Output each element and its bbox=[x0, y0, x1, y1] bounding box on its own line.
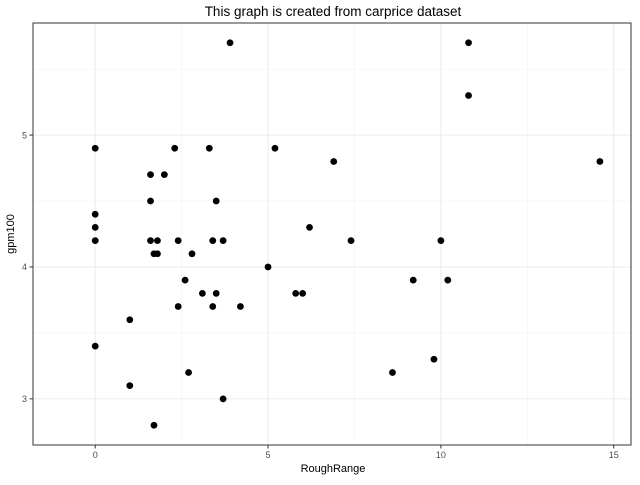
data-point bbox=[465, 39, 472, 47]
data-point bbox=[181, 276, 189, 284]
data-point bbox=[219, 395, 227, 403]
data-point bbox=[212, 289, 220, 297]
data-point bbox=[147, 237, 154, 244]
data-point bbox=[171, 144, 179, 152]
data-point bbox=[147, 197, 154, 205]
x-tick-label: 0 bbox=[93, 450, 98, 460]
data-point bbox=[430, 355, 438, 363]
data-point bbox=[154, 250, 161, 258]
x-tick-label: 15 bbox=[609, 450, 619, 460]
data-point bbox=[91, 342, 99, 350]
plot-border bbox=[32, 22, 632, 446]
data-point bbox=[226, 39, 234, 47]
y-tick-label: 4 bbox=[22, 262, 27, 272]
data-point bbox=[126, 382, 134, 390]
data-point bbox=[330, 158, 338, 165]
data-point bbox=[219, 237, 227, 244]
data-point bbox=[596, 158, 604, 165]
chart-title: This graph is created from carprice data… bbox=[205, 4, 462, 19]
data-point bbox=[91, 224, 99, 231]
y-tick-label: 3 bbox=[22, 394, 27, 404]
data-point bbox=[205, 144, 213, 152]
data-point bbox=[91, 144, 99, 152]
data-points bbox=[91, 39, 604, 429]
data-point bbox=[188, 250, 196, 258]
data-point bbox=[389, 369, 396, 376]
data-point bbox=[306, 224, 313, 231]
data-point bbox=[91, 210, 99, 218]
data-point bbox=[236, 303, 244, 310]
data-point bbox=[444, 276, 452, 284]
data-point bbox=[198, 289, 206, 297]
x-tick-label: 5 bbox=[266, 450, 271, 460]
data-point bbox=[212, 197, 220, 205]
data-point bbox=[147, 171, 154, 179]
data-point bbox=[347, 237, 355, 244]
data-point bbox=[185, 369, 192, 376]
data-point bbox=[174, 303, 182, 310]
x-axis-label: RoughRange bbox=[301, 463, 366, 475]
plot-panel bbox=[33, 23, 631, 445]
data-point bbox=[209, 237, 217, 244]
grid-lines bbox=[33, 23, 631, 445]
data-point bbox=[160, 171, 168, 179]
data-point bbox=[150, 421, 158, 429]
data-point bbox=[154, 237, 161, 244]
x-tick-label: 10 bbox=[436, 450, 446, 460]
data-point bbox=[91, 237, 99, 244]
data-point bbox=[299, 289, 307, 297]
y-axis-label: gpm100 bbox=[5, 214, 17, 254]
data-point bbox=[264, 263, 272, 271]
data-point bbox=[465, 92, 472, 99]
data-point bbox=[126, 316, 134, 324]
data-point bbox=[292, 289, 300, 297]
data-point bbox=[209, 303, 217, 310]
data-point bbox=[174, 237, 182, 244]
data-point bbox=[437, 237, 445, 244]
y-tick-label: 5 bbox=[22, 130, 27, 140]
data-point bbox=[409, 276, 417, 284]
x-axis: 0 5 10 15 bbox=[93, 445, 619, 460]
y-axis: 3 4 5 bbox=[22, 130, 33, 404]
data-point bbox=[271, 144, 279, 152]
